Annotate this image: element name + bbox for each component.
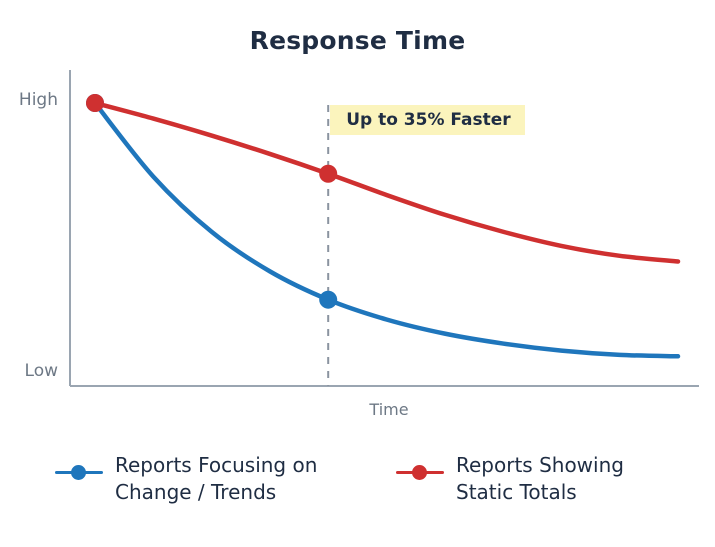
legend-line-dot-icon [394, 460, 446, 486]
data-point-marker [86, 94, 104, 112]
data-point-markers [86, 94, 338, 309]
legend-line-dot-icon [53, 460, 105, 486]
legend-item-change-trends[interactable]: Reports Focusing on Change / Trends [53, 452, 317, 506]
data-point-marker [319, 164, 338, 183]
chart-svg [69, 70, 699, 387]
page-title: Response Time [249, 26, 466, 55]
y-axis-label-high: High [18, 90, 58, 110]
chart-legend: Reports Focusing on Change / Trends Repo… [0, 452, 715, 547]
data-point-marker [319, 290, 338, 309]
y-axis-label-low: Low [24, 361, 58, 381]
callout-badge: Up to 35% Faster [330, 105, 525, 135]
plot-area: High Low Time Up to 35% Faster [18, 70, 699, 419]
series-line-static-totals [92, 100, 681, 264]
series-line-change-trends [92, 100, 681, 359]
legend-label-change-trends: Reports Focusing on Change / Trends [115, 453, 318, 504]
x-axis-label: Time [369, 400, 409, 419]
legend-item-static-totals[interactable]: Reports Showing Static Totals [394, 452, 624, 506]
legend-label-static-totals: Reports Showing Static Totals [456, 453, 624, 504]
